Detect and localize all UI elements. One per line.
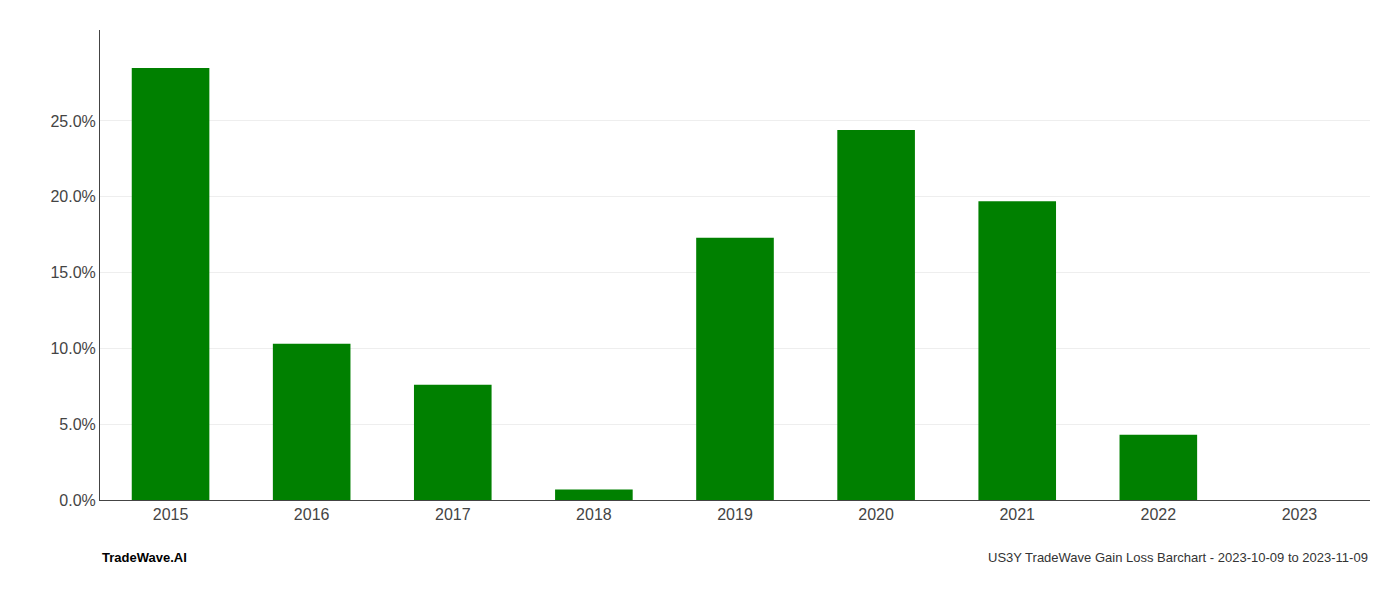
svg-text:10.0%: 10.0% bbox=[50, 340, 95, 357]
svg-text:2019: 2019 bbox=[717, 506, 753, 523]
svg-text:5.0%: 5.0% bbox=[59, 416, 95, 433]
svg-text:20.0%: 20.0% bbox=[50, 188, 95, 205]
svg-text:2015: 2015 bbox=[153, 506, 189, 523]
svg-text:US3Y TradeWave Gain Loss Barch: US3Y TradeWave Gain Loss Barchart - 2023… bbox=[988, 550, 1368, 565]
svg-text:2021: 2021 bbox=[999, 506, 1035, 523]
svg-text:2022: 2022 bbox=[1141, 506, 1177, 523]
svg-text:2017: 2017 bbox=[435, 506, 471, 523]
svg-text:0.0%: 0.0% bbox=[59, 492, 95, 509]
svg-text:2020: 2020 bbox=[858, 506, 894, 523]
svg-text:15.0%: 15.0% bbox=[50, 264, 95, 281]
svg-text:2023: 2023 bbox=[1282, 506, 1318, 523]
svg-text:2018: 2018 bbox=[576, 506, 612, 523]
svg-text:2016: 2016 bbox=[294, 506, 330, 523]
svg-text:TradeWave.AI: TradeWave.AI bbox=[102, 550, 187, 565]
svg-text:25.0%: 25.0% bbox=[50, 113, 95, 130]
